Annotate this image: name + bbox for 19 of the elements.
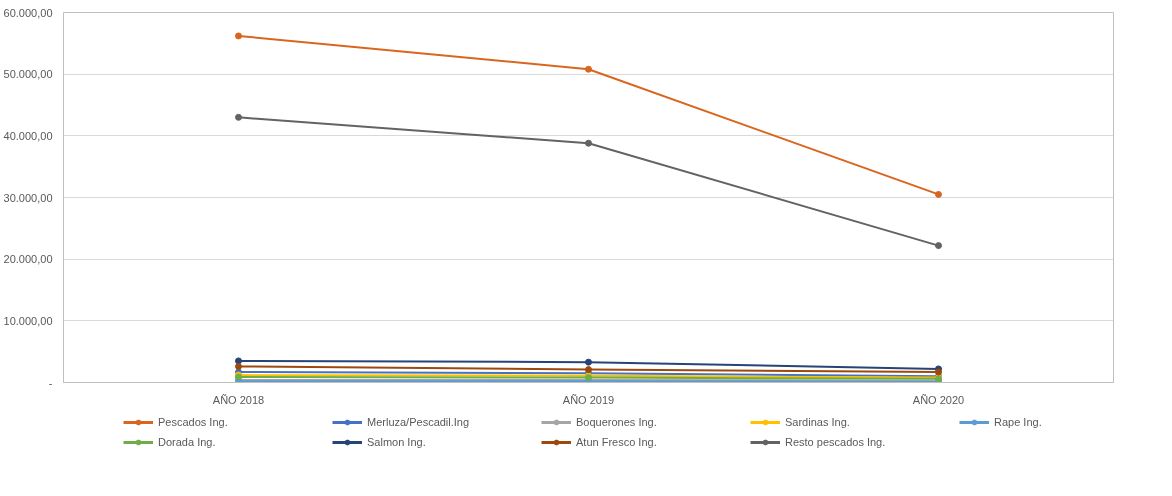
legend-label: Salmon Ing. bbox=[367, 436, 427, 448]
x-tick-label: AÑO 2020 bbox=[912, 393, 965, 406]
y-tick-label: - bbox=[48, 376, 53, 389]
legend-label: Dorada Ing. bbox=[158, 436, 217, 448]
legend-label: Sardinas Ing. bbox=[785, 416, 851, 428]
legend-label: Pescados Ing. bbox=[158, 416, 229, 428]
legend-label: Rape Ing. bbox=[994, 416, 1043, 428]
x-tick-label: AÑO 2019 bbox=[562, 393, 615, 406]
y-tick-label: 10.000,00 bbox=[3, 314, 53, 327]
y-tick-label: 40.000,00 bbox=[3, 129, 53, 142]
x-tick-label: AÑO 2018 bbox=[212, 393, 265, 406]
legend-label: Boquerones Ing. bbox=[576, 416, 658, 428]
legend-label: Resto pescados Ing. bbox=[785, 436, 887, 448]
legend-label: Atun Fresco Ing. bbox=[576, 436, 658, 448]
y-tick-label: 50.000,00 bbox=[3, 68, 53, 81]
legend-label: Merluza/Pescadil.Ing bbox=[367, 416, 471, 428]
y-tick-label: 20.000,00 bbox=[3, 253, 53, 266]
y-tick-label: 60.000,00 bbox=[3, 6, 53, 19]
y-tick-label: 30.000,00 bbox=[3, 191, 53, 204]
